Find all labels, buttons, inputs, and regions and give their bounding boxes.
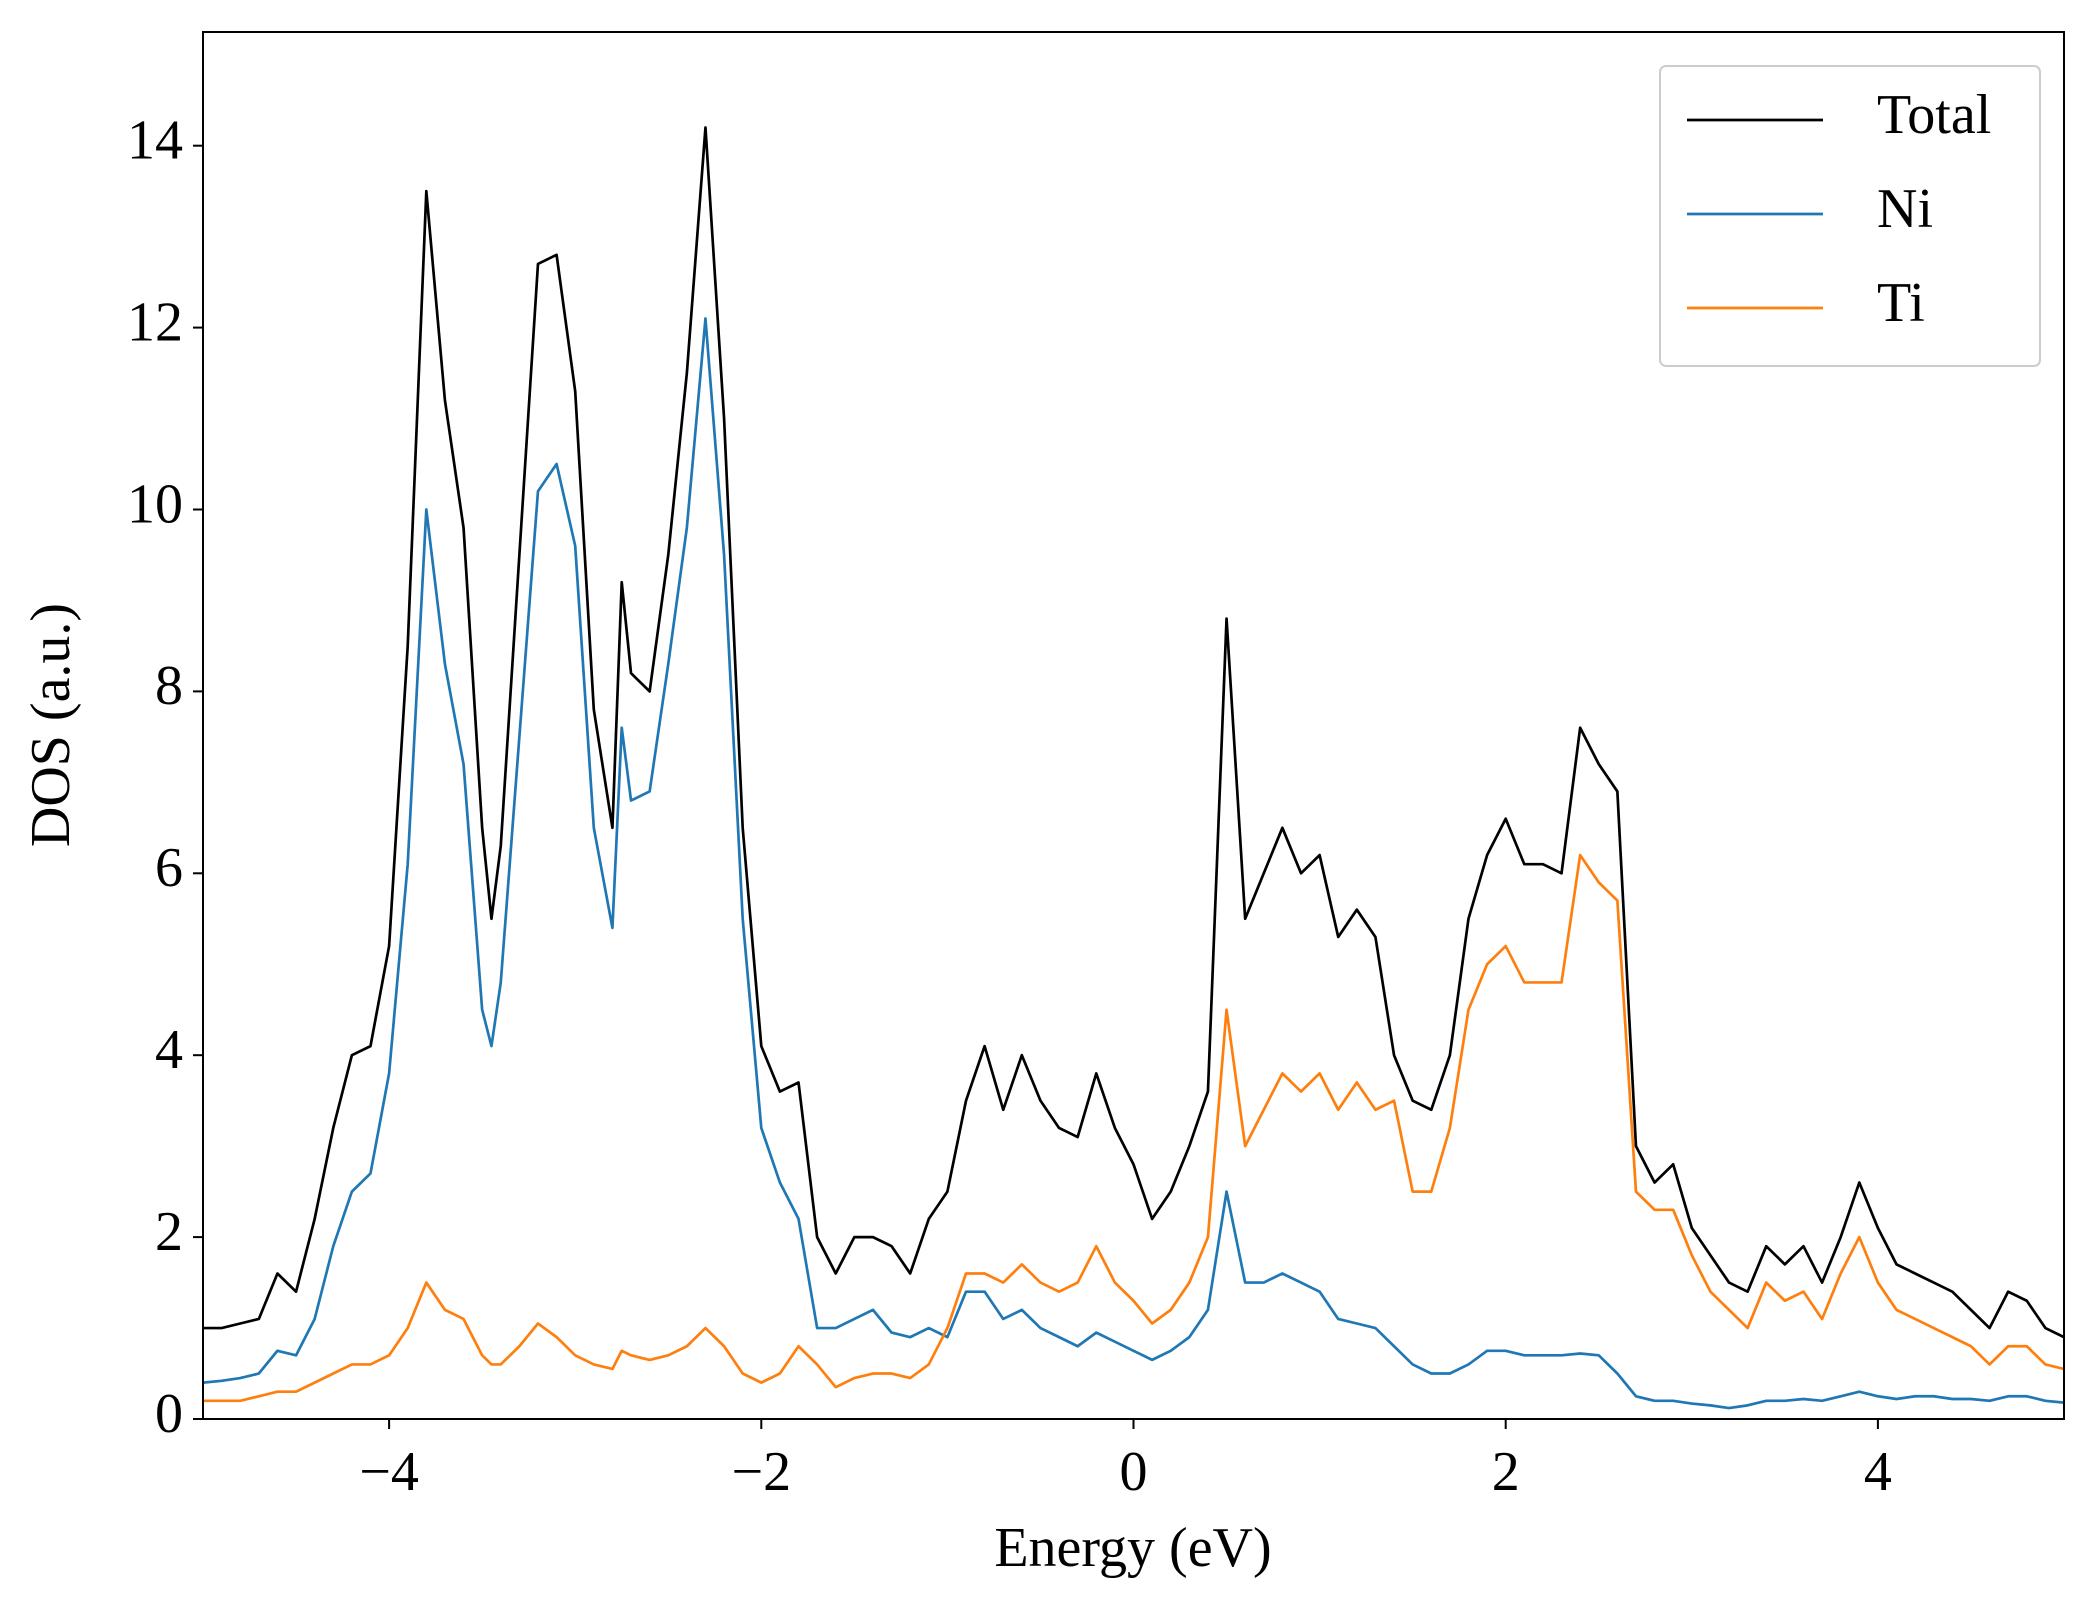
y-tick-label: 2 bbox=[155, 1201, 183, 1263]
line-series bbox=[203, 126, 2064, 1339]
y-tick-label: 8 bbox=[155, 655, 183, 717]
y-tick-label: 12 bbox=[127, 291, 183, 353]
x-tick-label: −2 bbox=[732, 1441, 792, 1503]
x-tick-label: −4 bbox=[359, 1441, 419, 1503]
x-tick-label: 0 bbox=[1120, 1441, 1148, 1503]
y-tick-label: 6 bbox=[155, 837, 183, 899]
legend-box bbox=[1659, 65, 2041, 367]
legend-label: Ti bbox=[1877, 272, 1925, 334]
y-tick-label: 14 bbox=[127, 110, 183, 172]
x-axis-label: Energy (eV) bbox=[994, 1517, 1271, 1579]
y-tick-label: 4 bbox=[155, 1019, 183, 1081]
legend-label: Total bbox=[1877, 84, 1991, 146]
line-series bbox=[203, 853, 2064, 1403]
y-axis-label: DOS (a.u.) bbox=[20, 603, 82, 847]
y-tick-label: 10 bbox=[127, 473, 183, 535]
x-tick-label: 2 bbox=[1492, 1441, 1520, 1503]
line-series bbox=[203, 317, 2064, 1410]
plot-frame bbox=[202, 31, 2065, 1420]
legend-label: Ni bbox=[1877, 178, 1933, 240]
y-tick-label: 0 bbox=[155, 1383, 183, 1445]
x-tick-label: 4 bbox=[1864, 1441, 1892, 1503]
